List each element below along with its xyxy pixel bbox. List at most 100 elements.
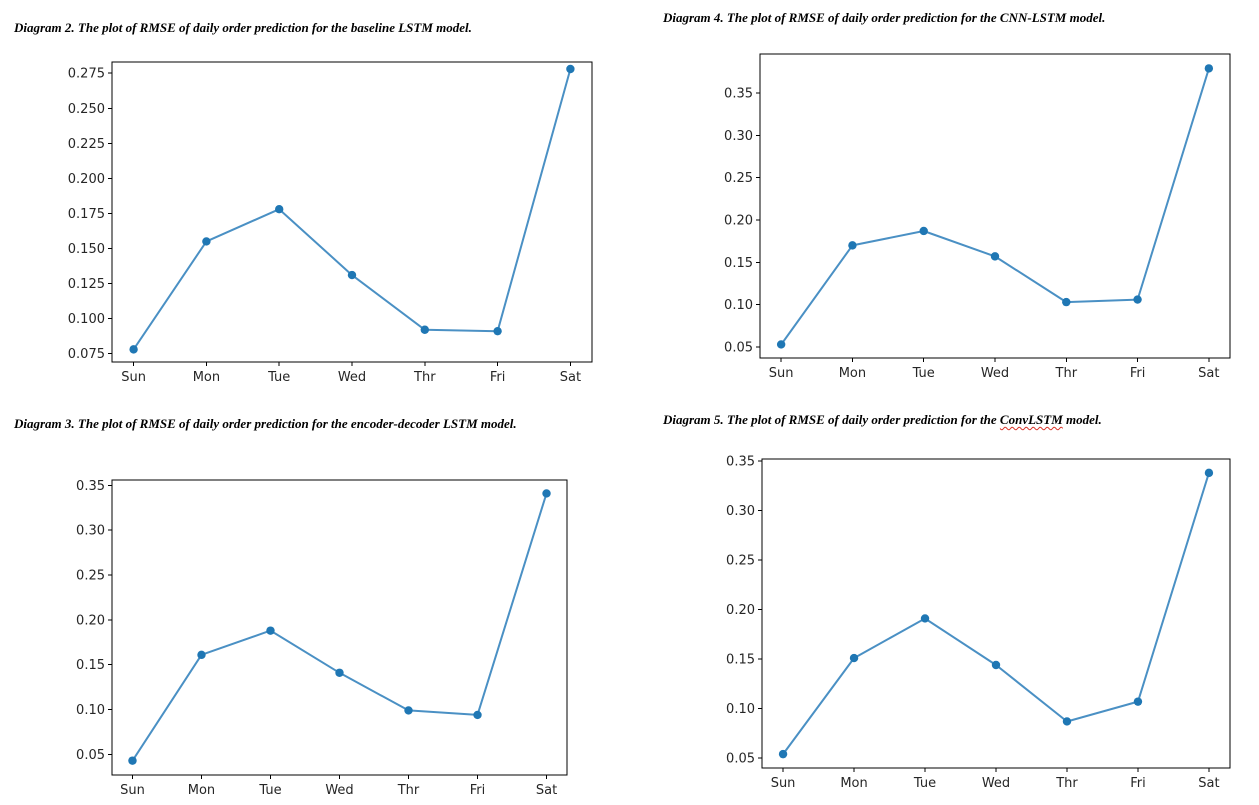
convlstm-x-tick-label: Mon: [840, 776, 867, 791]
encoder-decoder-lstm-x-tick-label: Thr: [397, 783, 420, 798]
encoder-decoder-lstm-data-point: [404, 706, 413, 715]
baseline-lstm-data-point: [493, 326, 502, 336]
convlstm-y-tick-label: 0.35: [726, 454, 755, 469]
convlstm-data-point: [1204, 468, 1214, 478]
baseline-lstm-rmse-chart: 0.075 0.100 0.125 0.150 0.175 0.200 0.225 0.250…: [68, 61, 593, 385]
cnn-lstm-data-point: [1204, 64, 1214, 73]
diagram-2-caption: Diagram 2. The plot of RMSE of daily ord…: [14, 20, 472, 35]
diagram-5-caption-suffix: model.: [1062, 412, 1102, 427]
convlstm-y-tick-label: 0.25: [726, 554, 755, 569]
cnn-lstm-x-tick-label: Fri: [1130, 366, 1146, 381]
encoder-decoder-lstm-data-point: [197, 650, 206, 660]
cnn-lstm-data-point: [990, 252, 1000, 261]
encoder-decoder-lstm-x-tick-label: Wed: [325, 783, 353, 798]
cnn-lstm-x-tick-label: Tue: [912, 366, 935, 381]
cnn-lstm-x-tick-label: Mon: [839, 366, 866, 381]
baseline-lstm-data-point: [566, 64, 575, 74]
encoder-decoder-lstm-y-tick-label: 0.10: [76, 703, 105, 718]
encoder-decoder-lstm-rmse-line: [131, 493, 548, 762]
encoder-decoder-lstm-y-tick-label: 0.05: [76, 748, 105, 763]
encoder-decoder-lstm-y-tick-label: 0.30: [76, 524, 105, 539]
encoder-decoder-lstm-x-tick-label: Fri: [470, 783, 486, 798]
diagram-4-caption: Diagram 4. The plot of RMSE of daily ord…: [663, 10, 1106, 25]
baseline-lstm-x-tick-label: Mon: [193, 370, 220, 385]
baseline-lstm-data-point: [129, 345, 138, 354]
encoder-decoder-lstm-rmse-chart: 0.05 0.10 0.15 0.20 0.25 0.30 0.35 Sun Mon Tue Wed…: [76, 479, 568, 798]
baseline-lstm-x-tick-label: Thr: [413, 370, 436, 385]
cnn-lstm-x-tick-label: Sat: [1198, 366, 1219, 381]
baseline-lstm-y-tick-label: 0.225: [68, 137, 105, 152]
diagram-3-caption: Diagram 3. The plot of RMSE of daily ord…: [14, 416, 517, 431]
baseline-lstm-data-point: [420, 325, 429, 334]
encoder-decoder-lstm-data-point: [542, 489, 551, 498]
cnn-lstm-plot-frame: [759, 53, 1231, 359]
encoder-decoder-lstm-data-point: [335, 668, 344, 677]
convlstm-y-tick-label: 0.10: [726, 702, 755, 717]
cnn-lstm-y-tick-label: 0.25: [724, 171, 753, 186]
cnn-lstm-data-point: [1062, 297, 1071, 307]
encoder-decoder-lstm-data-point: [473, 710, 482, 720]
convlstm-x-tick-label: Wed: [982, 776, 1010, 791]
cnn-lstm-rmse-line: [780, 68, 1210, 346]
cnn-lstm-x-tick-label: Thr: [1055, 366, 1078, 381]
baseline-lstm-y-tick-label: 0.200: [68, 172, 105, 187]
encoder-decoder-lstm-x-tick-label: Tue: [258, 783, 281, 798]
baseline-lstm-y-tick-label: 0.075: [68, 347, 105, 362]
baseline-lstm-data-point: [202, 237, 211, 246]
encoder-decoder-lstm-data-point: [266, 626, 275, 635]
baseline-lstm-y-tick-label: 0.125: [68, 277, 105, 292]
baseline-lstm-x-tick-label: Fri: [490, 370, 506, 385]
convlstm-rmse-chart: 0.05 0.10 0.15 0.20 0.25 0.30 0.35 Sun Mon Tue Wed…: [726, 454, 1231, 791]
cnn-lstm-y-tick-label: 0.15: [724, 256, 753, 271]
baseline-lstm-x-tick-label: Wed: [338, 370, 366, 385]
baseline-lstm-y-tick-label: 0.100: [68, 312, 105, 327]
convlstm-x-tick-label: Fri: [1130, 776, 1146, 791]
convlstm-data-point: [1133, 697, 1143, 706]
baseline-lstm-y-tick-label: 0.175: [68, 207, 105, 222]
convlstm-data-point: [920, 614, 930, 623]
baseline-lstm-y-tick-label: 0.150: [68, 242, 105, 257]
cnn-lstm-y-tick-label: 0.30: [724, 129, 753, 144]
baseline-lstm-y-tick-label: 0.275: [68, 67, 105, 82]
encoder-decoder-lstm-data-point: [128, 756, 137, 765]
baseline-lstm-x-tick-label: Tue: [267, 370, 290, 385]
convlstm-data-point: [991, 660, 1001, 670]
convlstm-y-tick-label: 0.20: [726, 603, 755, 618]
encoder-decoder-lstm-y-tick-label: 0.35: [76, 479, 105, 494]
cnn-lstm-rmse-chart: 0.05 0.10 0.15 0.20 0.25 0.30 0.35 Sun Mon Tue Wed…: [724, 53, 1231, 381]
baseline-lstm-x-tick-label: Sat: [560, 370, 581, 385]
cnn-lstm-x-tick-label: Sun: [769, 366, 794, 381]
cnn-lstm-y-tick-label: 0.05: [724, 340, 753, 355]
baseline-lstm-y-tick-label: 0.250: [68, 102, 105, 117]
cnn-lstm-data-point: [919, 226, 928, 236]
encoder-decoder-lstm-y-tick-label: 0.25: [76, 569, 105, 584]
encoder-decoder-lstm-x-tick-label: Sat: [536, 783, 557, 798]
convlstm-x-tick-label: Tue: [913, 776, 936, 791]
convlstm-x-tick-label: Thr: [1055, 776, 1078, 791]
convlstm-y-tick-label: 0.15: [726, 653, 755, 668]
cnn-lstm-y-tick-label: 0.20: [724, 213, 753, 228]
convlstm-y-tick-label: 0.30: [726, 504, 755, 519]
baseline-lstm-data-point: [347, 270, 357, 280]
diagram-5-caption-model: ConvLSTM: [999, 412, 1063, 427]
encoder-decoder-lstm-x-tick-label: Sun: [120, 783, 145, 798]
convlstm-data-point: [1062, 717, 1072, 726]
convlstm-x-tick-label: Sat: [1198, 776, 1219, 791]
encoder-decoder-lstm-x-tick-label: Mon: [188, 783, 215, 798]
cnn-lstm-y-tick-label: 0.35: [724, 86, 753, 101]
encoder-decoder-lstm-y-tick-label: 0.15: [76, 658, 105, 673]
baseline-lstm-rmse-line: [132, 68, 572, 350]
cnn-lstm-data-point: [776, 340, 786, 349]
convlstm-x-tick-label: Sun: [771, 776, 796, 791]
cnn-lstm-data-point: [1133, 295, 1142, 304]
convlstm-data-point: [849, 653, 859, 663]
encoder-decoder-lstm-y-tick-label: 0.20: [76, 613, 105, 628]
diagram-5-caption-prefix: Diagram 5. The plot of RMSE of daily ord…: [663, 412, 1000, 427]
baseline-lstm-x-tick-label: Sun: [121, 370, 146, 385]
convlstm-rmse-line: [782, 472, 1210, 755]
encoder-decoder-lstm-plot-frame: [111, 479, 568, 776]
cnn-lstm-x-tick-label: Wed: [981, 366, 1009, 381]
diagram-5-caption: Diagram 5. The plot of RMSE of daily ord…: [663, 412, 1259, 428]
cnn-lstm-data-point: [848, 241, 857, 250]
cnn-lstm-y-tick-label: 0.10: [724, 298, 753, 313]
